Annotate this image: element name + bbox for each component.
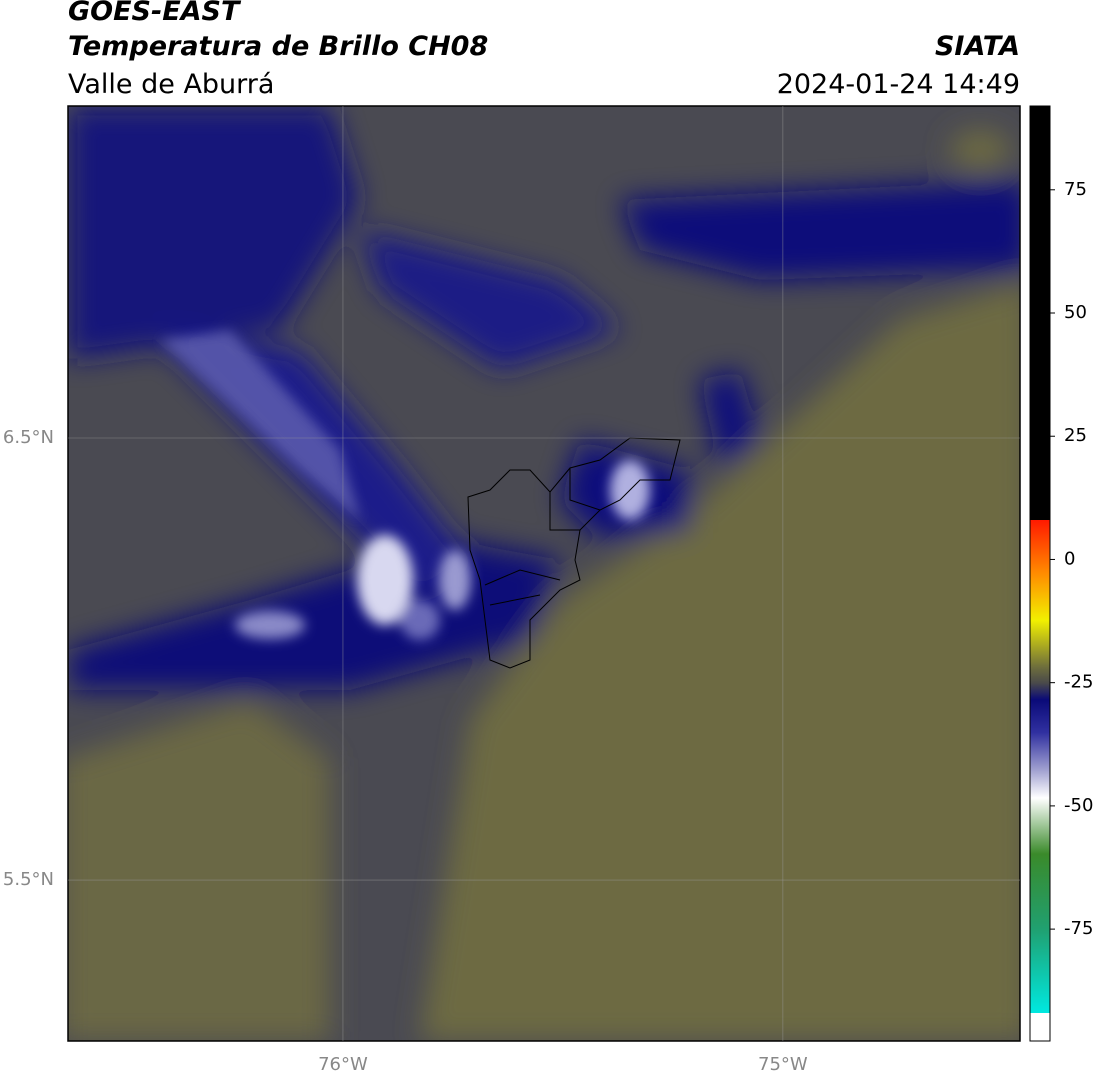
x-tick-label: 76°W [318, 1054, 368, 1075]
colorbar-tick-label: -25 [1064, 672, 1093, 693]
y-tick-label: 6.5°N [3, 427, 54, 448]
map-frame [67, 105, 1021, 1042]
colorbar-tick-label: 75 [1064, 179, 1087, 200]
colorbar-tick-label: -50 [1064, 795, 1093, 816]
agency: SIATA [935, 31, 1020, 62]
satellite-image [68, 106, 1020, 1041]
colorbar-tick-label: 0 [1064, 548, 1075, 569]
title: GOES-EAST [68, 0, 242, 27]
region: Valle de Aburrá [68, 69, 274, 100]
subtitle: Temperatura de Brillo CH08 [68, 31, 488, 62]
colorbar [1029, 105, 1051, 1042]
y-tick-label: 5.5°N [3, 869, 54, 890]
colorbar-tick-label: -75 [1064, 918, 1093, 939]
colorbar-tick-label: 50 [1064, 302, 1087, 323]
timestamp: 2024-01-24 14:49 [777, 69, 1020, 100]
x-tick-label: 75°W [758, 1054, 808, 1075]
colorbar-tick-label: 25 [1064, 425, 1087, 446]
